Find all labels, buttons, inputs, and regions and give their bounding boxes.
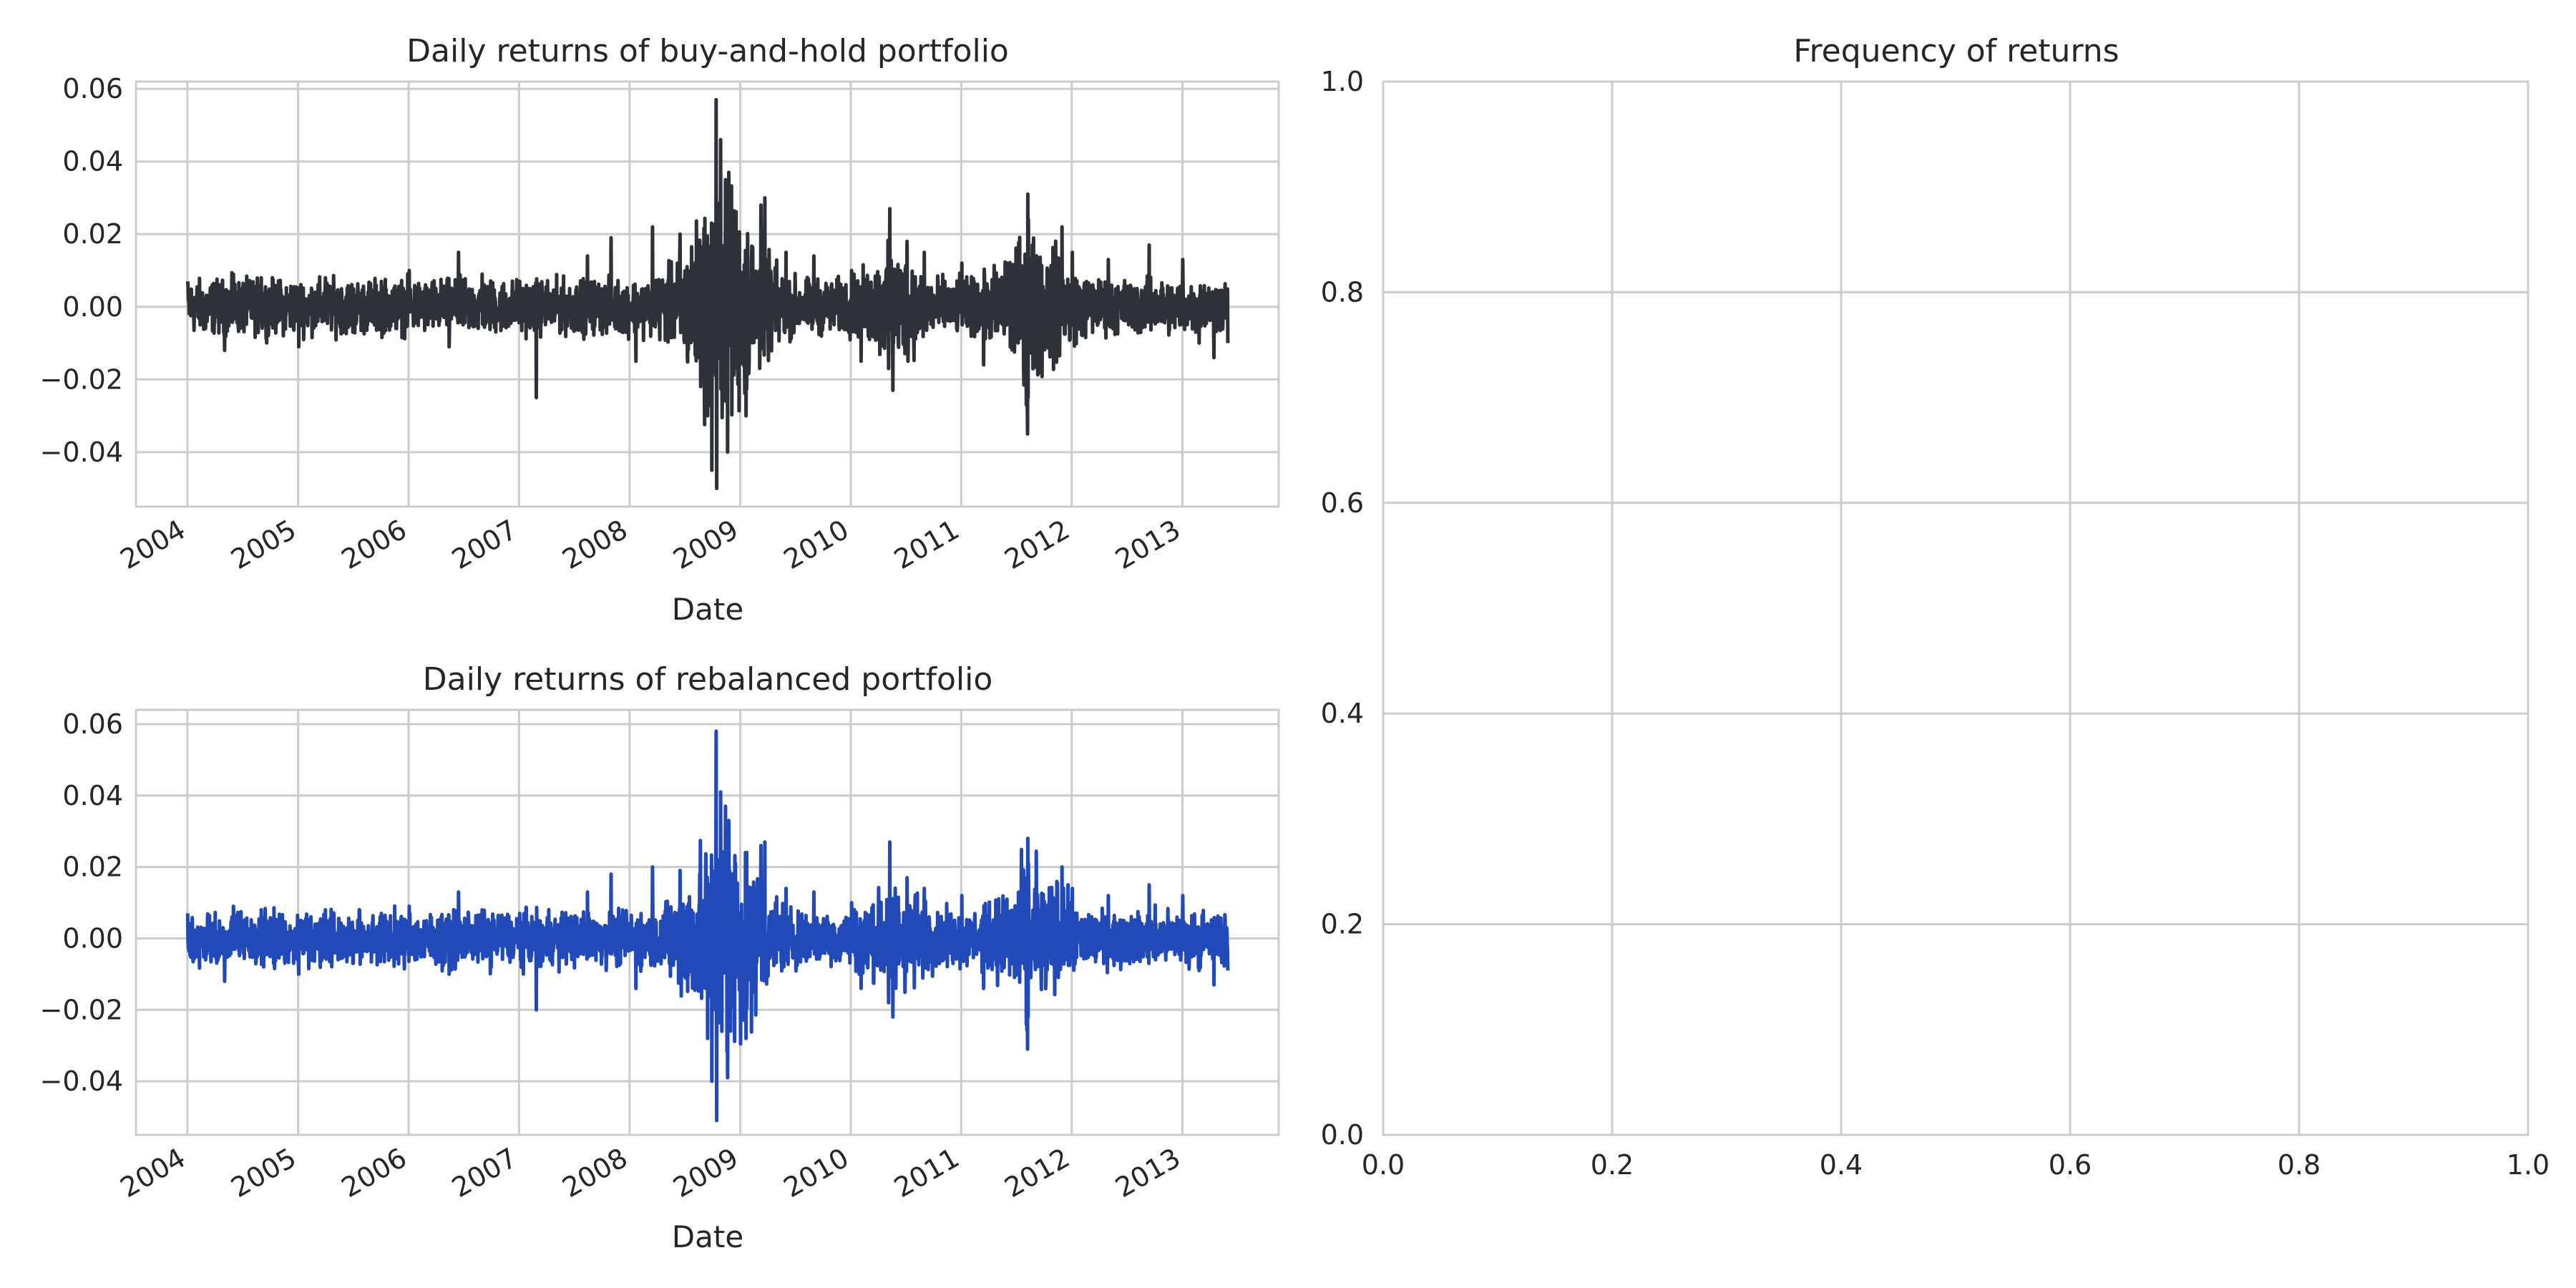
x-axis-label: Date <box>672 592 743 627</box>
x-tick-label: 2013 <box>1110 514 1186 575</box>
y-tick-label: 0.00 <box>62 922 123 954</box>
buy-and-hold-chart: Daily returns of buy-and-hold portfolio … <box>40 33 1280 627</box>
y-tick-label: −0.04 <box>40 1065 123 1097</box>
y-tick-label: 0.04 <box>62 146 123 177</box>
x-tick-label: 0.6 <box>2049 1149 2092 1181</box>
x-tick-label: 2005 <box>225 514 301 575</box>
y-tick-label: 0.04 <box>62 780 123 811</box>
rebalanced-chart: Daily returns of rebalanced portfolio 0.… <box>40 661 1280 1254</box>
chart-title: Daily returns of buy-and-hold portfolio <box>406 33 1009 69</box>
x-tick-label: 2009 <box>668 1142 743 1204</box>
y-tick-label: −0.02 <box>40 994 123 1025</box>
x-axis-label: Date <box>672 1219 743 1254</box>
x-tick-label: 2008 <box>557 1142 633 1204</box>
y-tick-label: 0.4 <box>1321 698 1364 729</box>
x-tick-label: 2007 <box>447 514 522 575</box>
x-tick-label: 2011 <box>889 514 965 575</box>
frequency-chart: Frequency of returns 1.00.80.60.40.20.0 … <box>1321 33 2550 1181</box>
y-tick-label: 0.06 <box>62 708 123 740</box>
chart-title: Frequency of returns <box>1793 33 2119 69</box>
x-tick-label: 2006 <box>336 1142 412 1204</box>
x-tick-label: 0.0 <box>1362 1149 1405 1181</box>
plot-frame <box>135 80 1280 508</box>
x-tick-label: 2013 <box>1110 1142 1186 1204</box>
x-tick-label: 2010 <box>779 514 854 575</box>
x-tick-label: 1.0 <box>2507 1149 2550 1181</box>
y-tick-label: 0.02 <box>62 218 123 250</box>
x-tick-label: 0.2 <box>1591 1149 1634 1181</box>
x-tick-label: 2012 <box>999 1142 1075 1204</box>
chart-title: Daily returns of rebalanced portfolio <box>423 661 992 698</box>
y-tick-label: 1.0 <box>1321 66 1364 97</box>
x-tick-label: 2005 <box>225 1142 301 1204</box>
x-tick-label: 2006 <box>336 514 412 575</box>
y-tick-label: 0.2 <box>1321 909 1364 940</box>
y-tick-label: 0.02 <box>62 852 123 883</box>
x-tick-label: 2004 <box>115 514 191 575</box>
x-tick-label: 2007 <box>447 1142 522 1204</box>
x-tick-label: 0.8 <box>2278 1149 2321 1181</box>
x-tick-label: 2010 <box>779 1142 854 1204</box>
y-tick-label: 0.06 <box>62 73 123 104</box>
x-tick-label: 2012 <box>999 514 1075 575</box>
x-tick-label: 0.4 <box>1820 1149 1863 1181</box>
y-tick-label: 0.8 <box>1321 276 1364 308</box>
x-tick-label: 2009 <box>668 514 743 575</box>
x-tick-label: 2004 <box>115 1142 191 1204</box>
y-tick-label: 0.00 <box>62 291 123 323</box>
y-tick-label: 0.6 <box>1321 487 1364 519</box>
plot-frame <box>135 708 1280 1136</box>
plot-frame <box>1382 80 2529 1136</box>
x-tick-label: 2011 <box>889 1142 965 1204</box>
returns-series-line <box>185 729 1230 1123</box>
y-tick-label: −0.02 <box>40 364 123 395</box>
returns-series-line <box>185 97 1230 491</box>
y-tick-label: 0.0 <box>1321 1119 1364 1151</box>
x-tick-label: 2008 <box>557 514 633 575</box>
y-tick-label: −0.04 <box>40 436 123 468</box>
